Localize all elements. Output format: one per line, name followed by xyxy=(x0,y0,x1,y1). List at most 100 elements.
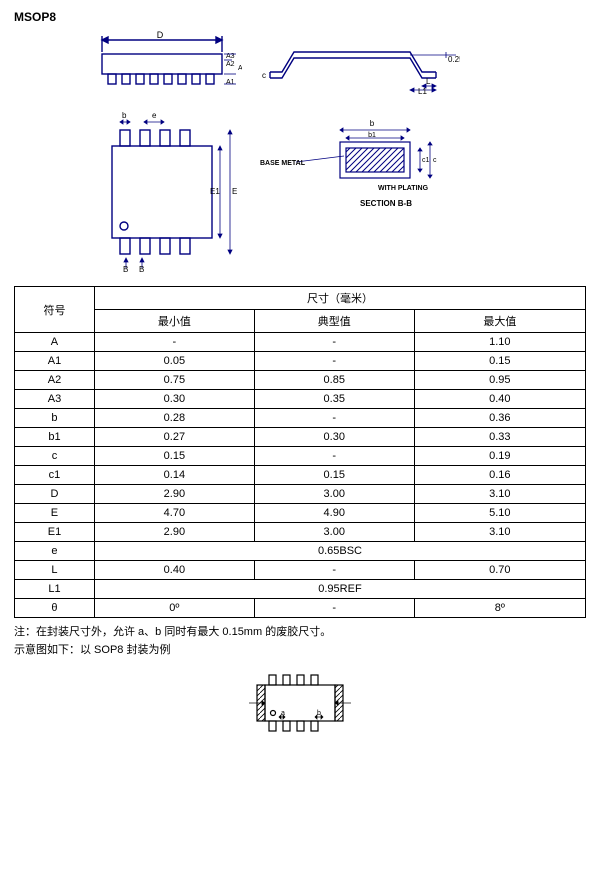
cell-max: 1.10 xyxy=(414,333,585,352)
cell-max: 3.10 xyxy=(414,523,585,542)
th-symbol: 符号 xyxy=(15,287,95,333)
label-e1: E1 xyxy=(210,187,220,196)
table-row: A20.750.850.95 xyxy=(15,371,586,390)
label-e-front: e xyxy=(152,112,157,120)
diagram-section: b b1 c1 c BASE METAL WITH PLATING SECTIO… xyxy=(260,112,450,232)
label-section-bb: SECTION B-B xyxy=(360,199,412,208)
table-row: b10.270.300.33 xyxy=(15,428,586,447)
diagram-top: D A3 A2 A1 A xyxy=(82,30,242,94)
cell-min: 0.30 xyxy=(94,390,254,409)
label-e-cap: E xyxy=(232,187,237,196)
diagram-bottom: a b xyxy=(14,663,586,746)
table-row: b0.28-0.36 xyxy=(15,409,586,428)
table-row: A10.05-0.15 xyxy=(15,352,586,371)
cell-symbol: A1 xyxy=(15,352,95,371)
label-a2: A2 xyxy=(226,61,235,68)
cell-max: 0.33 xyxy=(414,428,585,447)
label-c-side: c xyxy=(262,71,266,80)
cell-symbol: c1 xyxy=(15,466,95,485)
cell-symbol: b1 xyxy=(15,428,95,447)
cell-typ: 4.90 xyxy=(254,504,414,523)
table-row: e0.65BSC xyxy=(15,542,586,561)
table-row: A30.300.350.40 xyxy=(15,390,586,409)
table-row: L10.95REF xyxy=(15,580,586,599)
cell-symbol: b xyxy=(15,409,95,428)
cell-min: 2.90 xyxy=(94,485,254,504)
cell-min: 0.14 xyxy=(94,466,254,485)
cell-typ: - xyxy=(254,352,414,371)
cell-max: 0.15 xyxy=(414,352,585,371)
label-bottom-b: b xyxy=(317,710,321,717)
table-row: L0.40-0.70 xyxy=(15,561,586,580)
note-line1: 注：在封装尺寸外，允许 a、b 同时有最大 0.15mm 的废胶尺寸。 xyxy=(14,624,586,642)
cell-typ: - xyxy=(254,333,414,352)
cell-min: 4.70 xyxy=(94,504,254,523)
cell-min: 0º xyxy=(94,599,254,618)
cell-typ: - xyxy=(254,599,414,618)
cell-typ: 0.15 xyxy=(254,466,414,485)
label-bottom-a: a xyxy=(281,710,285,717)
notes: 注：在封装尺寸外，允许 a、b 同时有最大 0.15mm 的废胶尺寸。 示意图如… xyxy=(14,624,586,659)
cell-span: 0.65BSC xyxy=(94,542,585,561)
label-sec-c1: c1 xyxy=(422,157,430,164)
diagram-front: b e E1 E B B xyxy=(82,112,242,272)
note-line2: 示意图如下：以 SOP8 封装为例 xyxy=(14,642,586,660)
label-base-metal: BASE METAL xyxy=(260,160,306,167)
cell-typ: 0.35 xyxy=(254,390,414,409)
cell-min: - xyxy=(94,333,254,352)
cell-min: 0.27 xyxy=(94,428,254,447)
dimensions-table: 符号 尺寸（毫米） 最小值 典型值 最大值 A--1.10A10.05-0.15… xyxy=(14,286,586,618)
table-row: E12.903.003.10 xyxy=(15,523,586,542)
table-row: A--1.10 xyxy=(15,333,586,352)
cell-typ: - xyxy=(254,561,414,580)
page-title: MSOP8 xyxy=(14,10,586,24)
cell-max: 5.10 xyxy=(414,504,585,523)
label-sec-c: c xyxy=(433,157,437,164)
cell-max: 8º xyxy=(414,599,585,618)
cell-typ: 3.00 xyxy=(254,485,414,504)
label-a: A xyxy=(238,65,242,72)
label-sec-b: b xyxy=(370,119,375,128)
label-sec-b1: b1 xyxy=(368,132,376,139)
th-dims: 尺寸（毫米） xyxy=(94,287,585,310)
label-d: D xyxy=(157,30,164,40)
cell-typ: - xyxy=(254,409,414,428)
table-row: E4.704.905.10 xyxy=(15,504,586,523)
cell-symbol: A3 xyxy=(15,390,95,409)
label-b1-arrow: B xyxy=(123,265,128,272)
cell-min: 0.40 xyxy=(94,561,254,580)
cell-max: 0.40 xyxy=(414,390,585,409)
table-row: c0.15-0.19 xyxy=(15,447,586,466)
cell-max: 0.95 xyxy=(414,371,585,390)
cell-symbol: θ xyxy=(15,599,95,618)
cell-max: 0.16 xyxy=(414,466,585,485)
th-typ: 典型值 xyxy=(254,310,414,333)
table-row: D2.903.003.10 xyxy=(15,485,586,504)
cell-max: 0.36 xyxy=(414,409,585,428)
label-b2-arrow: B xyxy=(139,265,144,272)
cell-typ: 0.30 xyxy=(254,428,414,447)
label-a1: A1 xyxy=(226,79,235,86)
label-l: L xyxy=(426,77,431,86)
cell-symbol: e xyxy=(15,542,95,561)
label-l1: L1 xyxy=(418,87,427,94)
cell-typ: 3.00 xyxy=(254,523,414,542)
cell-typ: - xyxy=(254,447,414,466)
cell-min: 0.05 xyxy=(94,352,254,371)
cell-symbol: c xyxy=(15,447,95,466)
label-with-plating: WITH PLATING xyxy=(378,185,429,192)
cell-symbol: A xyxy=(15,333,95,352)
cell-min: 0.75 xyxy=(94,371,254,390)
cell-typ: 0.85 xyxy=(254,371,414,390)
cell-symbol: L xyxy=(15,561,95,580)
th-min: 最小值 xyxy=(94,310,254,333)
cell-span: 0.95REF xyxy=(94,580,585,599)
cell-max: 0.70 xyxy=(414,561,585,580)
table-row: c10.140.150.16 xyxy=(15,466,586,485)
diagram-area: D A3 A2 A1 A c 0.25 L L1 xyxy=(82,30,586,272)
label-025: 0.25 xyxy=(448,55,460,64)
cell-symbol: E1 xyxy=(15,523,95,542)
cell-max: 3.10 xyxy=(414,485,585,504)
diagram-side: c 0.25 L L1 xyxy=(260,30,460,94)
cell-min: 0.28 xyxy=(94,409,254,428)
